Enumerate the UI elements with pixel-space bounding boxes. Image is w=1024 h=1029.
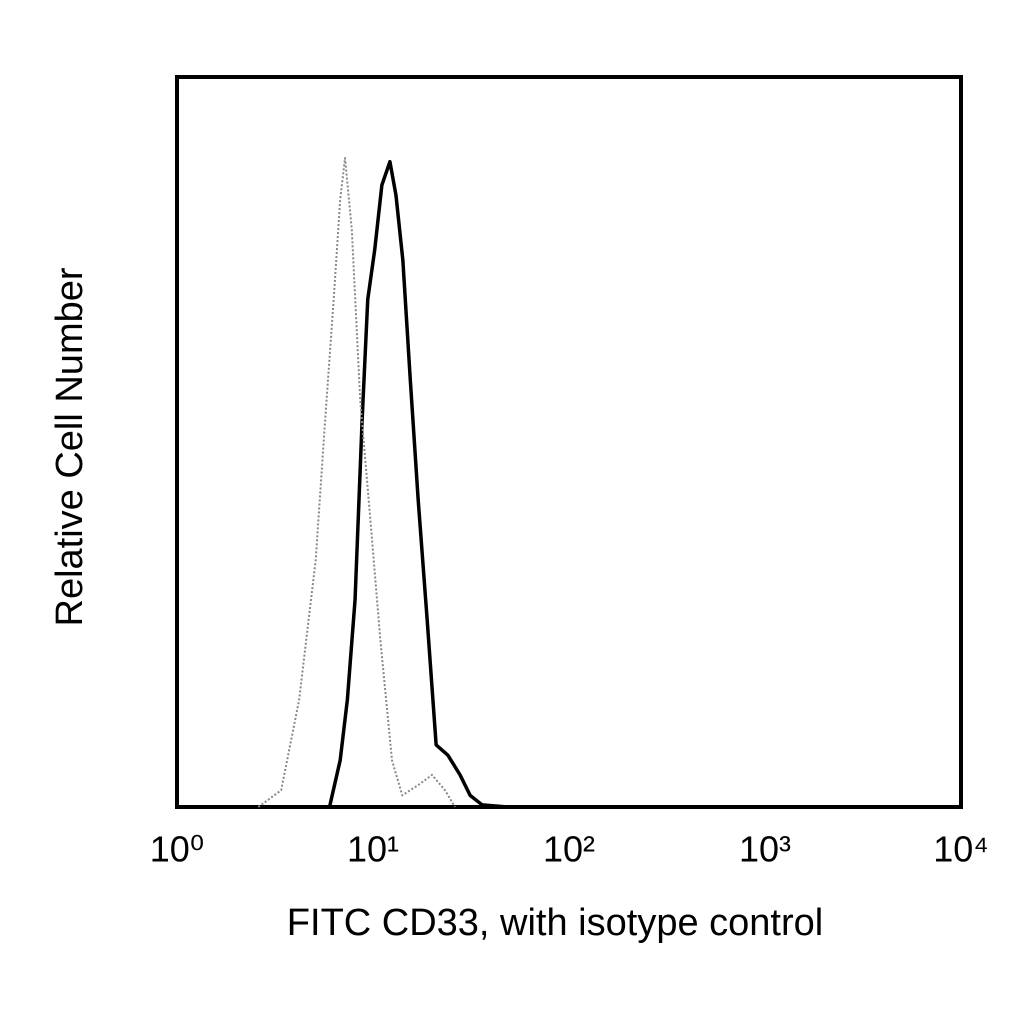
x-tick-label: 10³ xyxy=(739,829,791,870)
x-tick-label: 10¹ xyxy=(347,829,399,870)
plot-frame xyxy=(175,75,963,809)
y-axis-label: Relative Cell Number xyxy=(49,267,91,626)
x-tick-label: 10² xyxy=(543,829,595,870)
histogram-line xyxy=(327,159,509,809)
x-tick-label: 10⁰ xyxy=(150,829,204,870)
x-axis-label: FITC CD33, with isotype control xyxy=(287,902,823,944)
histogram-line xyxy=(257,157,456,808)
x-tick-label: 10⁴ xyxy=(933,829,989,870)
